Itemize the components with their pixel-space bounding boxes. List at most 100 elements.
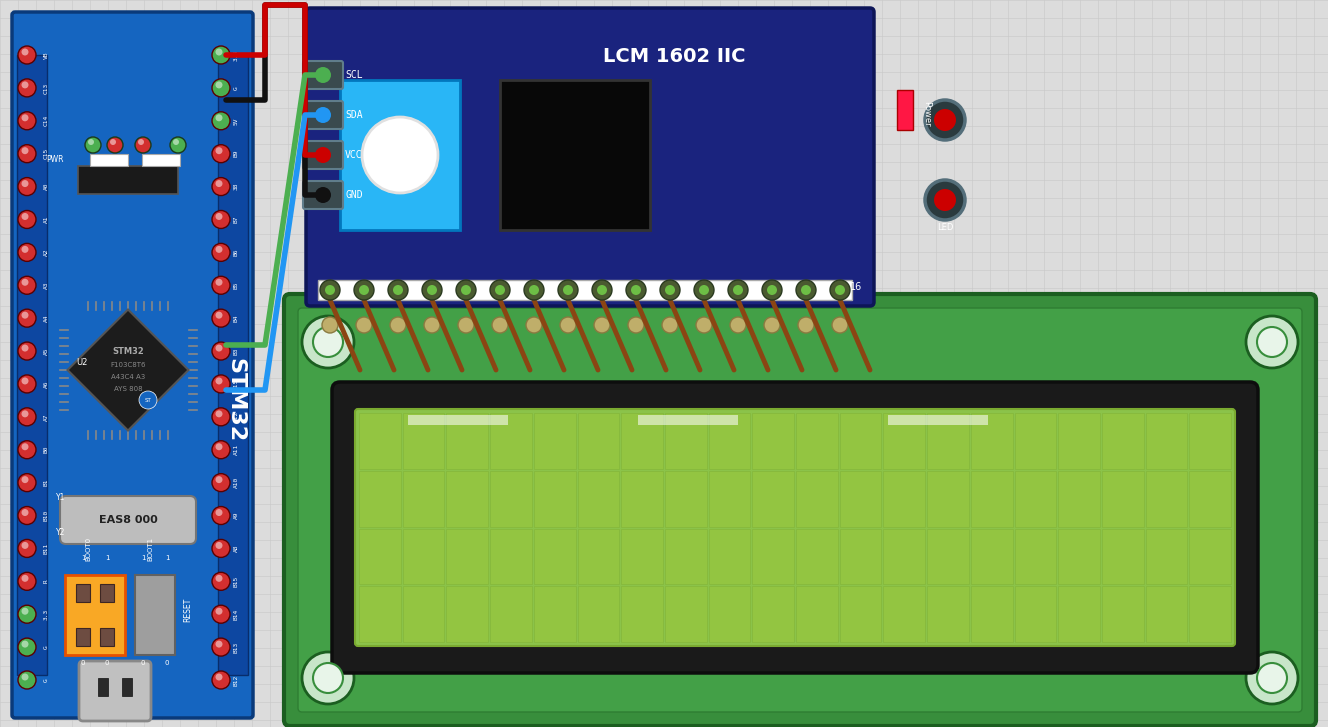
Text: BOOT1: BOOT1 [147, 537, 153, 561]
Text: G: G [234, 86, 239, 89]
Bar [1102, 471, 1143, 526]
Circle shape [19, 79, 36, 97]
Circle shape [19, 309, 36, 327]
Circle shape [21, 673, 28, 680]
Bar [971, 413, 1012, 469]
Circle shape [393, 285, 402, 295]
Circle shape [215, 377, 223, 385]
Circle shape [315, 187, 331, 203]
Circle shape [355, 280, 374, 300]
Polygon shape [68, 310, 189, 430]
Bar [1190, 471, 1231, 526]
Bar [927, 529, 969, 585]
Bar [65, 575, 125, 655]
Circle shape [215, 410, 223, 417]
Circle shape [631, 285, 641, 295]
Text: B15: B15 [234, 576, 239, 587]
Text: AYS 808: AYS 808 [114, 386, 142, 392]
Text: A0: A0 [44, 182, 49, 190]
Bar [971, 586, 1012, 642]
Bar [534, 413, 575, 469]
Text: A8: A8 [234, 545, 239, 553]
Text: 3.3: 3.3 [234, 49, 239, 60]
Text: A43C4 A3: A43C4 A3 [110, 374, 145, 380]
Circle shape [526, 317, 542, 333]
Bar [1058, 529, 1100, 585]
FancyBboxPatch shape [303, 181, 343, 209]
Bar [446, 471, 489, 526]
Text: B5: B5 [234, 281, 239, 289]
Circle shape [768, 285, 777, 295]
Bar [971, 471, 1012, 526]
Circle shape [529, 285, 539, 295]
Text: A3: A3 [44, 281, 49, 289]
Circle shape [19, 46, 36, 64]
Bar [1058, 586, 1100, 642]
Text: B11: B11 [44, 543, 49, 554]
Circle shape [525, 280, 544, 300]
Bar [490, 529, 531, 585]
Bar [359, 471, 401, 526]
Circle shape [801, 285, 811, 295]
Bar [883, 413, 926, 469]
Text: C15: C15 [44, 148, 49, 159]
Circle shape [21, 345, 28, 352]
Circle shape [19, 638, 36, 656]
Text: B12: B12 [234, 675, 239, 686]
Bar [839, 529, 882, 585]
Circle shape [19, 408, 36, 426]
Bar [1015, 586, 1056, 642]
Text: SCL: SCL [345, 70, 363, 80]
Circle shape [215, 640, 223, 648]
Bar [883, 586, 926, 642]
Text: A9: A9 [234, 512, 239, 519]
FancyBboxPatch shape [332, 382, 1258, 673]
Text: A2: A2 [44, 249, 49, 256]
Bar [709, 471, 750, 526]
Circle shape [212, 671, 230, 689]
Bar [927, 471, 969, 526]
Circle shape [19, 244, 36, 262]
Circle shape [21, 410, 28, 417]
Bar [1146, 471, 1187, 526]
Circle shape [212, 79, 230, 97]
Circle shape [628, 317, 644, 333]
Bar [795, 471, 838, 526]
Bar [340, 80, 459, 230]
Circle shape [21, 377, 28, 385]
Bar [1146, 529, 1187, 585]
FancyBboxPatch shape [284, 294, 1316, 726]
Circle shape [422, 280, 442, 300]
Bar [709, 586, 750, 642]
Circle shape [19, 671, 36, 689]
Circle shape [1246, 652, 1297, 704]
Bar [622, 586, 663, 642]
Circle shape [661, 317, 679, 333]
Bar [490, 413, 531, 469]
Circle shape [320, 280, 340, 300]
Text: VB: VB [44, 51, 49, 59]
Circle shape [21, 180, 28, 187]
FancyBboxPatch shape [303, 101, 343, 129]
Circle shape [696, 317, 712, 333]
Circle shape [21, 608, 28, 615]
Circle shape [301, 652, 355, 704]
Circle shape [19, 441, 36, 459]
Bar [1015, 471, 1056, 526]
Bar [534, 586, 575, 642]
Circle shape [1258, 663, 1287, 693]
FancyBboxPatch shape [60, 496, 197, 544]
Circle shape [212, 441, 230, 459]
Text: R: R [44, 579, 49, 583]
Circle shape [833, 317, 849, 333]
Text: VCC: VCC [345, 150, 363, 160]
Text: 1: 1 [105, 555, 109, 561]
Bar [1146, 413, 1187, 469]
Bar [402, 529, 445, 585]
Circle shape [495, 285, 505, 295]
Circle shape [762, 280, 782, 300]
Circle shape [19, 473, 36, 491]
Circle shape [19, 572, 36, 590]
Circle shape [21, 476, 28, 483]
Bar [446, 529, 489, 585]
